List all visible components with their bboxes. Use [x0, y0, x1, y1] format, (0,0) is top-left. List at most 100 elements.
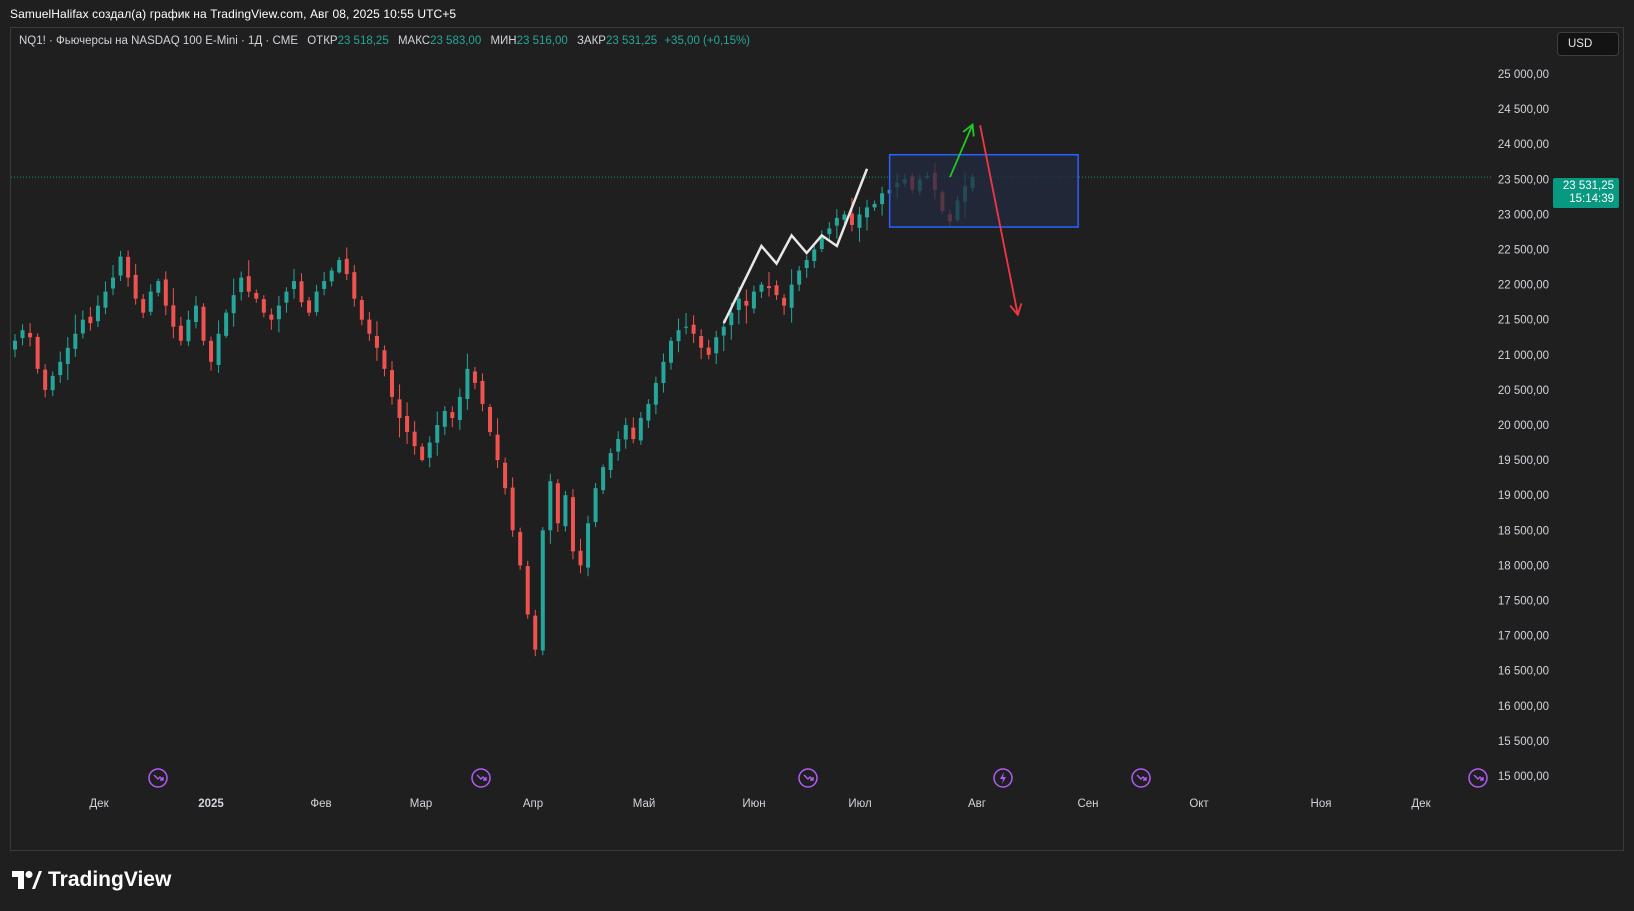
projection-zigzag[interactable] — [722, 168, 869, 324]
candle[interactable] — [676, 318, 681, 353]
candle[interactable] — [50, 371, 55, 397]
candle[interactable] — [699, 329, 704, 360]
candle[interactable] — [314, 284, 319, 316]
candle[interactable] — [103, 281, 108, 315]
candle[interactable] — [849, 197, 854, 232]
candle[interactable] — [631, 417, 636, 444]
candle[interactable] — [284, 287, 289, 313]
candle[interactable] — [714, 330, 719, 365]
candle[interactable] — [178, 316, 183, 346]
dividend-event-icon[interactable] — [148, 768, 168, 788]
candle[interactable] — [661, 353, 666, 393]
range-box[interactable] — [888, 153, 1079, 228]
candle[interactable] — [299, 273, 304, 308]
candle[interactable] — [465, 353, 470, 410]
candle[interactable] — [352, 264, 357, 307]
candle[interactable] — [239, 271, 244, 301]
dividend-event-icon[interactable] — [798, 768, 818, 788]
arrow-up[interactable] — [949, 122, 975, 178]
candle[interactable] — [186, 310, 191, 346]
candle[interactable] — [653, 376, 658, 415]
candle[interactable] — [827, 222, 832, 241]
candle[interactable] — [555, 479, 560, 532]
candle[interactable] — [246, 260, 251, 298]
candle[interactable] — [774, 280, 779, 300]
candle[interactable] — [231, 278, 236, 327]
candle[interactable] — [224, 309, 229, 339]
candle[interactable] — [216, 320, 221, 373]
candle[interactable] — [668, 337, 673, 370]
candle[interactable] — [344, 247, 349, 281]
candle[interactable] — [337, 256, 342, 274]
candle[interactable] — [819, 230, 824, 253]
candle[interactable] — [797, 266, 802, 292]
candle[interactable] — [13, 334, 17, 358]
candle[interactable] — [533, 609, 538, 657]
arrow-down[interactable] — [979, 125, 1023, 317]
candle[interactable] — [65, 337, 70, 380]
candle[interactable] — [73, 314, 78, 357]
candle[interactable] — [510, 477, 515, 537]
candle[interactable] — [156, 278, 161, 297]
candle[interactable] — [28, 323, 33, 347]
candle[interactable] — [88, 307, 93, 331]
candle[interactable] — [495, 418, 500, 468]
candle[interactable] — [43, 364, 48, 398]
candle[interactable] — [751, 285, 756, 314]
candle[interactable] — [209, 336, 214, 371]
candle[interactable] — [133, 263, 138, 305]
candle[interactable] — [865, 199, 870, 231]
candle[interactable] — [834, 209, 839, 239]
candle[interactable] — [623, 417, 628, 449]
earnings-event-icon[interactable] — [993, 768, 1013, 788]
candle[interactable] — [420, 443, 425, 462]
candle[interactable] — [397, 384, 402, 438]
candle[interactable] — [721, 319, 726, 352]
candle[interactable] — [578, 538, 583, 574]
candle[interactable] — [525, 560, 530, 619]
tradingview-logo[interactable]: TradingView — [12, 868, 171, 892]
candle[interactable] — [872, 200, 877, 211]
candle[interactable] — [58, 351, 63, 383]
candle[interactable] — [35, 333, 40, 374]
candle[interactable] — [570, 489, 575, 560]
candle[interactable] — [276, 295, 281, 333]
candle[interactable] — [540, 526, 545, 656]
candle[interactable] — [382, 345, 387, 377]
candle[interactable] — [450, 406, 455, 428]
candle[interactable] — [638, 412, 643, 445]
candle[interactable] — [457, 388, 462, 430]
candle[interactable] — [261, 295, 266, 318]
candle[interactable] — [563, 490, 568, 532]
candle[interactable] — [804, 255, 809, 278]
candle[interactable] — [684, 313, 689, 335]
candle[interactable] — [291, 268, 296, 299]
candle[interactable] — [359, 296, 364, 326]
candle[interactable] — [472, 367, 477, 390]
candlestick-chart[interactable]: 25 000,00 24 500,00 24 000,00 23 500,00 23 0… — [11, 28, 1625, 852]
candle[interactable] — [857, 207, 862, 242]
candle[interactable] — [812, 244, 817, 269]
candle[interactable] — [586, 515, 591, 577]
candle[interactable] — [427, 436, 432, 468]
candle[interactable] — [744, 289, 749, 324]
candle[interactable] — [412, 421, 417, 455]
candle[interactable] — [842, 210, 847, 224]
candle[interactable] — [767, 272, 771, 297]
candle[interactable] — [616, 431, 621, 461]
candle[interactable] — [163, 271, 168, 316]
candle[interactable] — [503, 457, 508, 495]
candle[interactable] — [488, 404, 493, 437]
candle[interactable] — [269, 308, 274, 330]
candle[interactable] — [171, 288, 176, 339]
candle[interactable] — [782, 293, 787, 315]
candle[interactable] — [548, 473, 553, 544]
candle[interactable] — [111, 264, 116, 296]
candle[interactable] — [390, 361, 394, 405]
candle[interactable] — [646, 399, 651, 429]
candle[interactable] — [374, 321, 379, 361]
candle[interactable] — [367, 311, 372, 341]
currency-button[interactable]: USD — [1557, 32, 1619, 56]
dividend-event-icon[interactable] — [471, 768, 491, 788]
chart-pane[interactable]: 25 000,00 24 500,00 24 000,00 23 500,00 23 0… — [10, 27, 1624, 851]
